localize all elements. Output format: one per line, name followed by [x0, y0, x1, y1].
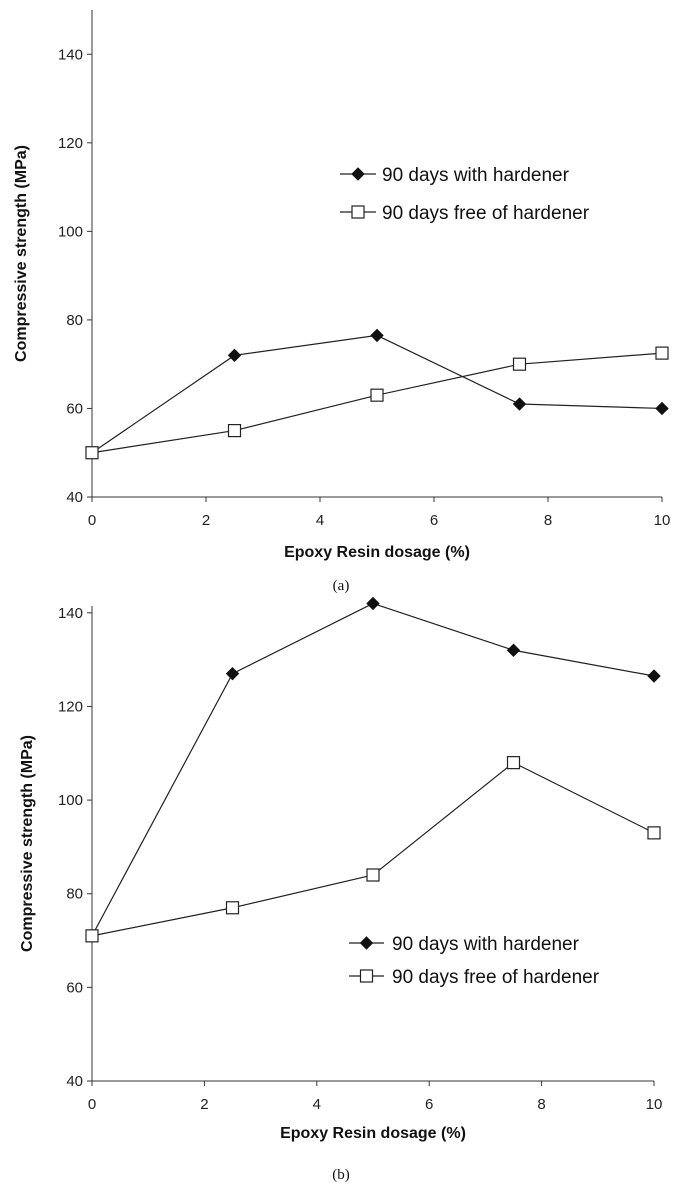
legend-label: 90 days with hardener: [382, 165, 570, 186]
y-tick-label: 140: [58, 605, 83, 622]
series-line-free-of-hardener: [91, 352, 663, 454]
legend-label: 90 days with hardener: [392, 934, 580, 955]
y-tick-label: 140: [58, 46, 83, 63]
y-tick-label: 80: [66, 886, 83, 903]
data-point-free-of-hardener: [225, 901, 240, 915]
x-tick-label: 0: [88, 512, 96, 529]
y-tick-label: 100: [58, 792, 83, 809]
y-tick-label: 100: [58, 223, 83, 240]
y-tick-label: 60: [66, 979, 83, 996]
data-point-with-hardener: [647, 669, 661, 683]
x-tick-label: 6: [425, 1096, 433, 1113]
data-point-free-of-hardener: [85, 929, 99, 943]
chart-panel-a: 40 60 80 100 120 140 0 2 4 6 8 10 Epoxy Resin dosage…: [13, 10, 670, 594]
data-point-free-of-hardener: [655, 346, 669, 360]
x-axis-title: Epoxy Resin dosage (%): [280, 1125, 466, 1142]
y-tick-label: 60: [66, 400, 83, 417]
x-tick-label: 2: [202, 512, 210, 529]
data-point-with-hardener: [225, 666, 240, 681]
chart-panel-b: 40 60 80 100 120 140 0 2 4 6 8 10 Epoxy Resin dosage…: [19, 596, 663, 1183]
y-tick-label: 80: [66, 312, 83, 329]
y-axis-title: Compressive strength (MPa): [19, 735, 36, 952]
legend-marker: [351, 167, 365, 181]
series-line-free-of-hardener: [91, 761, 655, 937]
x-tick-label: 4: [313, 1096, 321, 1113]
data-point-with-hardener: [506, 643, 521, 657]
x-tick-label: 6: [430, 512, 438, 529]
y-tick-label: 120: [58, 698, 83, 715]
data-point-with-hardener: [227, 348, 242, 363]
y-tick-label: 40: [66, 489, 83, 506]
x-tick-label: 8: [544, 512, 552, 529]
x-axis-title: Epoxy Resin dosage (%): [284, 544, 470, 561]
x-tick-label: 10: [646, 1096, 663, 1113]
y-tick-label: 120: [58, 135, 83, 152]
data-point-free-of-hardener: [512, 357, 527, 371]
data-point-free-of-hardener: [366, 868, 380, 882]
x-tick-label: 10: [654, 512, 671, 529]
data-point-free-of-hardener: [85, 446, 99, 460]
y-tick-label: 40: [66, 1073, 83, 1090]
legend-marker: [359, 969, 374, 983]
x-tick-label: 2: [200, 1096, 208, 1113]
x-tick-label: 8: [537, 1096, 545, 1113]
y-axis-title: Compressive strength (MPa): [13, 145, 30, 362]
legend-marker: [351, 205, 365, 219]
data-point-free-of-hardener: [370, 388, 384, 402]
legend-label: 90 days free of hardener: [392, 967, 600, 988]
x-tick-label: 0: [88, 1096, 96, 1113]
data-point-with-hardener: [655, 401, 669, 416]
x-tick-label: 4: [316, 512, 324, 529]
data-point-with-hardener: [370, 328, 384, 343]
series-line-with-hardener: [91, 602, 655, 937]
panel-label: (a): [333, 578, 350, 594]
data-point-with-hardener: [512, 397, 527, 411]
legend-marker: [359, 936, 374, 950]
data-point-with-hardener: [366, 596, 380, 611]
data-point-free-of-hardener: [506, 756, 521, 770]
panel-label: (b): [332, 1167, 350, 1183]
legend-label: 90 days free of hardener: [382, 203, 590, 224]
data-point-free-of-hardener: [647, 826, 661, 840]
data-point-free-of-hardener: [227, 423, 242, 438]
